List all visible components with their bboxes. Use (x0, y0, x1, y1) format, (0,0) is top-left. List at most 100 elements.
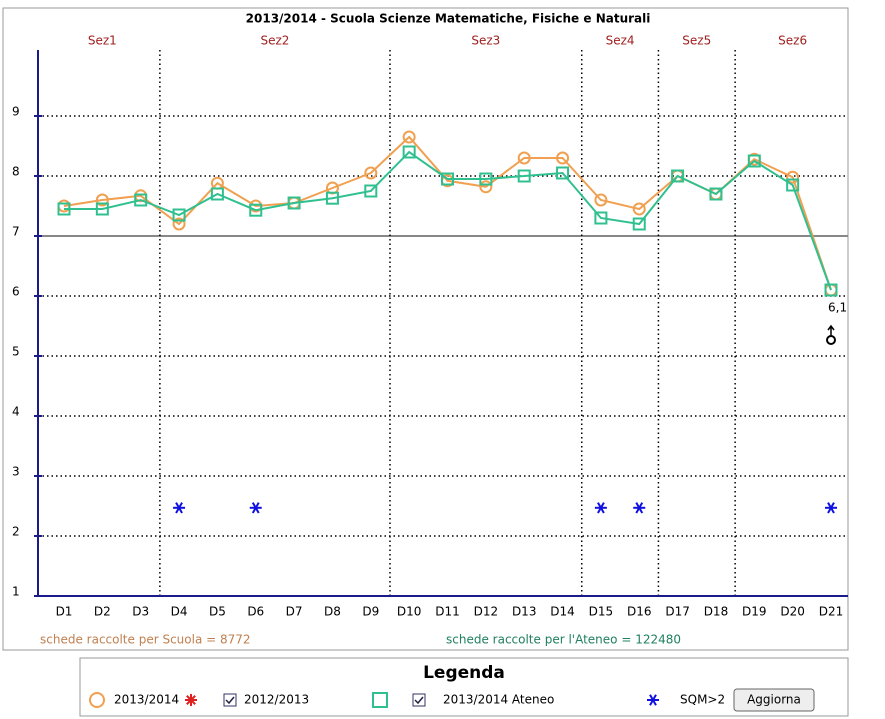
checkbox[interactable] (223, 693, 237, 707)
point (786, 170, 800, 184)
x-tick-label: D10 (397, 605, 422, 619)
icon (827, 324, 835, 336)
star-stroke (649, 694, 657, 706)
frame (2, 7, 849, 651)
point (441, 172, 454, 186)
point (402, 145, 416, 159)
plot: 6,13 (38, 50, 855, 596)
point (594, 502, 607, 514)
y-tick-label: 7 (12, 225, 20, 239)
series-line (63, 135, 832, 291)
point (172, 217, 186, 231)
y-tick-label: 4 (12, 405, 20, 419)
x-tick-label: D4 (171, 605, 188, 619)
footer-note: schede raccolte per Scuola = 8772 (40, 633, 251, 647)
button[interactable] (733, 688, 815, 712)
point (825, 502, 837, 514)
x-tick-label: D16 (627, 605, 652, 619)
x-tick-label: D2 (94, 605, 111, 619)
data-label: 6,13 (828, 301, 855, 315)
y-tick-label: 6 (12, 285, 20, 299)
point (325, 191, 339, 205)
legend-label: 2013/2014 Ateneo (443, 693, 554, 707)
y-tick-label: 3 (12, 465, 20, 479)
x-tick-label: D1 (56, 605, 73, 619)
y-tick-label: 5 (12, 345, 20, 359)
section-label: Sez6 (778, 34, 807, 48)
x-tick-label: D11 (435, 605, 460, 619)
x-tick-label: D8 (324, 605, 341, 619)
y-tick-label: 8 (12, 165, 20, 179)
point (210, 187, 224, 201)
legend-label: 2012/2013 (244, 693, 309, 707)
point (95, 202, 109, 216)
legend-box (79, 657, 849, 717)
y-tick-label: 2 (12, 525, 20, 539)
point (824, 283, 838, 297)
point (287, 196, 301, 210)
point (57, 202, 71, 216)
x-tick-label: D7 (286, 605, 303, 619)
legend-title: Legenda (423, 663, 505, 683)
point (517, 169, 531, 183)
point (372, 692, 388, 708)
point (709, 187, 723, 201)
x-tick-label: D18 (704, 605, 729, 619)
x-tick-label: D21 (819, 605, 844, 619)
x-tick-label: D14 (550, 605, 575, 619)
point (556, 166, 570, 180)
point (172, 208, 186, 222)
y-tick-label: 9 (12, 105, 20, 119)
footer-note: schede raccolte per l'Ateneo = 122480 (446, 633, 681, 647)
star-stroke (175, 502, 183, 514)
series-line (64, 150, 832, 291)
point (556, 151, 570, 165)
point (594, 211, 608, 225)
point (185, 694, 197, 706)
x-tick-label: D3 (132, 605, 149, 619)
section-label: Sez5 (682, 34, 711, 48)
point (134, 193, 148, 207)
point (402, 130, 416, 144)
point (647, 694, 659, 706)
point (632, 202, 646, 216)
section-label: Sez3 (471, 34, 500, 48)
x-tick-label: D9 (362, 605, 379, 619)
star-stroke (827, 502, 835, 514)
section-label: Sez1 (88, 34, 117, 48)
section-label: Sez2 (260, 34, 289, 48)
x-tick-label: D12 (474, 605, 499, 619)
star-stroke (251, 502, 260, 514)
point (364, 166, 378, 180)
legend-label: 2013/2014 (114, 693, 179, 707)
checkbox[interactable] (412, 693, 426, 707)
point (479, 172, 493, 186)
point (633, 502, 646, 514)
point (594, 193, 608, 207)
point (249, 502, 262, 514)
button-label: Aggiorna (747, 693, 801, 707)
star-stroke (635, 502, 644, 514)
point (479, 180, 493, 194)
section-label: Sez4 (606, 34, 635, 48)
x-tick-label: D15 (589, 605, 614, 619)
checkmark (225, 696, 235, 705)
star-stroke (186, 695, 196, 705)
icon (826, 335, 836, 345)
legend-label: SQM>2 (680, 693, 725, 707)
point (249, 203, 263, 217)
point (632, 217, 646, 231)
x-tick-label: D13 (512, 605, 537, 619)
point (786, 178, 800, 192)
x-tick-label: D6 (247, 605, 264, 619)
checkmark (414, 696, 424, 705)
point (671, 169, 685, 183)
chart-title: 2013/2014 - Scuola Scienze Matematiche, … (246, 12, 651, 26)
point (95, 193, 109, 207)
y-tick-label: 1 (12, 585, 20, 599)
x-tick-label: D19 (742, 605, 767, 619)
x-tick-label: D17 (665, 605, 690, 619)
point (517, 151, 531, 165)
point (747, 154, 761, 168)
star-stroke (597, 502, 605, 514)
